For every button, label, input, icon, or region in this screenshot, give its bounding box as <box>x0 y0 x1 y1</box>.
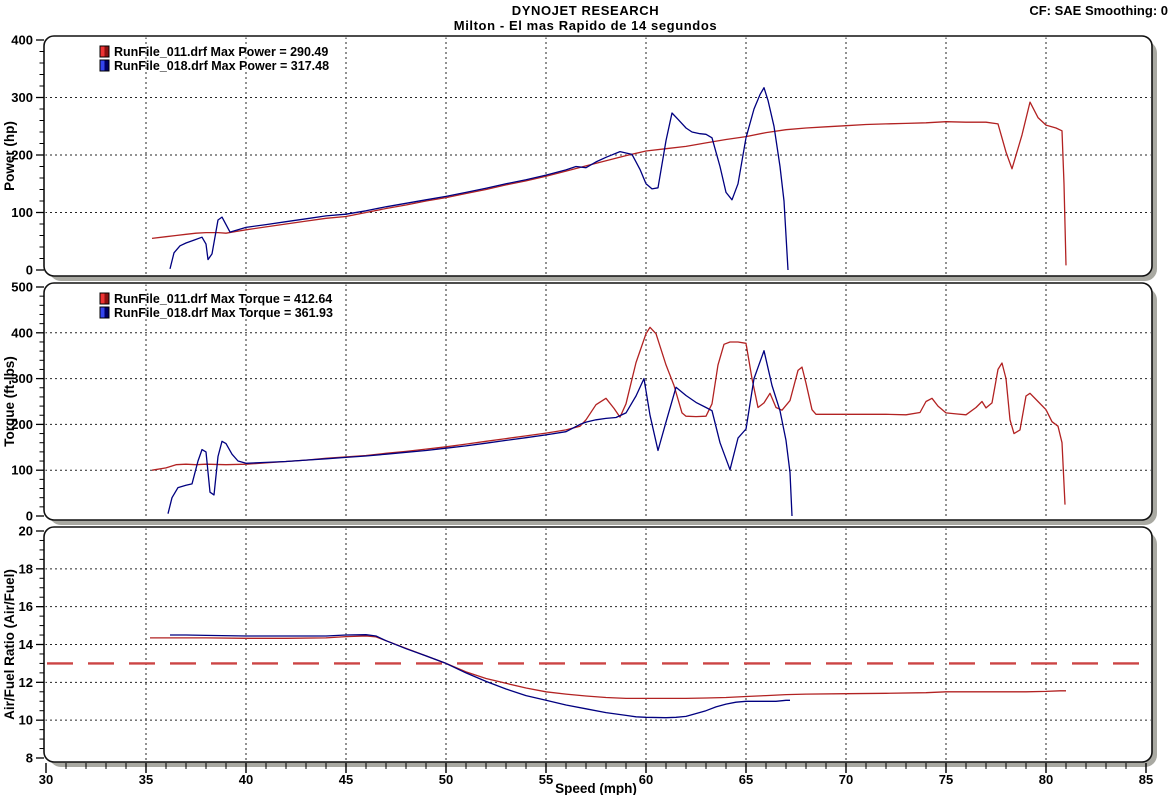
torque-y-tick-label: 200 <box>11 417 33 432</box>
power-gridlines <box>45 37 1151 275</box>
power-y-tick-label: 100 <box>11 205 33 220</box>
correction-smoothing-info: CF: SAE Smoothing: 0 <box>1029 3 1168 18</box>
torque-axis-title: Torque (ft-lbs) <box>2 356 17 446</box>
torque-y-tick-label: 100 <box>11 463 33 478</box>
power-legend-item: RunFile_011.drf Max Power = 290.49 <box>99 45 328 59</box>
x-tick-label: 70 <box>839 772 853 787</box>
power-legend-label: RunFile_011.drf Max Power = 290.49 <box>114 45 328 59</box>
x-tick-label: 75 <box>939 772 953 787</box>
power-legend-item: RunFile_018.drf Max Power = 317.48 <box>99 59 329 73</box>
torque-y-tick-label: 500 <box>11 280 33 295</box>
torque-y-tick-label: 0 <box>26 509 33 524</box>
afr-y-tick-label: 16 <box>19 599 33 614</box>
afr-curve-RunFile_018 <box>170 634 790 719</box>
power-legend-swatch <box>99 45 110 58</box>
x-tick-label: 30 <box>39 772 53 787</box>
torque-curve-RunFile_011 <box>151 326 1066 505</box>
afr-y-tick-label: 20 <box>19 524 33 539</box>
afr-axis-title: Air/Fuel Ratio (Air/Fuel) <box>2 569 17 720</box>
afr-curve-RunFile_011 <box>150 635 1066 700</box>
x-tick-label: 85 <box>1139 772 1153 787</box>
x-tick-label: 45 <box>339 772 353 787</box>
x-tick-label: 50 <box>439 772 453 787</box>
power-y-axis: 0 100 200 300 400 <box>11 33 44 278</box>
afr-y-tick-label: 14 <box>19 637 34 652</box>
power-y-tick-label: 300 <box>11 90 33 105</box>
torque-panel: 0 100 200 300 400 500 Torque (ft-lbs) RunFile_0… <box>2 280 1157 525</box>
x-tick-label: 40 <box>239 772 253 787</box>
torque-legend-swatch <box>99 292 110 305</box>
torque-y-tick-label: 400 <box>11 325 33 340</box>
x-tick-label: 80 <box>1039 772 1053 787</box>
afr-y-tick-label: 12 <box>19 675 33 690</box>
afr-y-tick-label: 8 <box>26 751 33 766</box>
afr-panel: 8 10 12 14 16 18 20 Air/Fuel Ratio (Air/Fuel) <box>2 524 1157 767</box>
torque-legend-item: RunFile_011.drf Max Torque = 412.64 <box>99 292 332 306</box>
torque-gridlines <box>45 284 1151 519</box>
torque-legend-swatch <box>99 306 110 319</box>
power-axis-title: Power (hp) <box>2 121 17 191</box>
torque-y-tick-label: 300 <box>11 371 33 386</box>
power-y-tick-label: 400 <box>11 33 33 48</box>
x-tick-label: 35 <box>139 772 153 787</box>
torque-plot-area <box>43 282 1153 521</box>
torque-y-axis: 0 100 200 300 400 500 <box>11 280 44 524</box>
power-curve-RunFile_011 <box>151 101 1067 266</box>
power-y-tick-label: 0 <box>26 263 33 278</box>
afr-y-tick-label: 18 <box>19 561 33 576</box>
x-axis: 30 35 40 45 50 55 60 65 70 75 80 85 Speed (mph) <box>39 763 1153 795</box>
torque-legend-label: RunFile_011.drf Max Torque = 412.64 <box>114 292 332 306</box>
power-y-tick-label: 200 <box>11 148 33 163</box>
run-subtitle: Milton - El mas Rapido de 14 segundos <box>453 18 718 33</box>
afr-y-tick-label: 10 <box>19 713 33 728</box>
power-legend-swatch <box>99 59 110 72</box>
page-title: DYNOJET RESEARCH <box>511 3 660 18</box>
torque-legend-item: RunFile_018.drf Max Torque = 361.93 <box>99 306 333 320</box>
afr-y-axis: 8 10 12 14 16 18 20 <box>19 524 44 766</box>
torque-legend-label: RunFile_018.drf Max Torque = 361.93 <box>114 306 333 320</box>
x-tick-label: 60 <box>639 772 653 787</box>
power-curve-RunFile_018 <box>169 87 789 271</box>
x-axis-title: Speed (mph) <box>555 781 637 795</box>
power-legend-label: RunFile_018.drf Max Power = 317.48 <box>114 59 329 73</box>
x-tick-label: 65 <box>739 772 753 787</box>
afr-gridlines <box>45 528 1151 761</box>
x-tick-label: 55 <box>539 772 553 787</box>
torque-curve-RunFile_018 <box>167 350 793 517</box>
power-panel: 0 100 200 300 400 Power (hp) RunFile_011.drf M… <box>2 33 1157 281</box>
